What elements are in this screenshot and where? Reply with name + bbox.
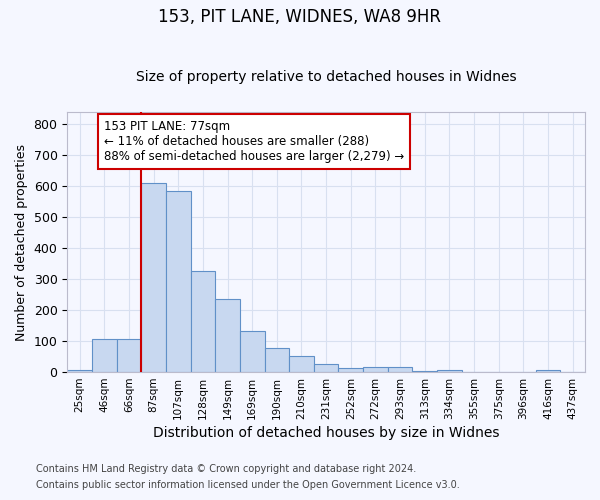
Bar xyxy=(388,367,412,372)
Bar xyxy=(536,370,560,372)
Text: Contains public sector information licensed under the Open Government Licence v3: Contains public sector information licen… xyxy=(36,480,460,490)
Bar xyxy=(92,339,116,372)
Bar xyxy=(240,331,265,372)
Y-axis label: Number of detached properties: Number of detached properties xyxy=(15,144,28,340)
Bar xyxy=(412,370,437,372)
Bar xyxy=(141,183,166,372)
X-axis label: Distribution of detached houses by size in Widnes: Distribution of detached houses by size … xyxy=(153,426,499,440)
Text: 153, PIT LANE, WIDNES, WA8 9HR: 153, PIT LANE, WIDNES, WA8 9HR xyxy=(158,8,442,26)
Bar xyxy=(166,191,191,372)
Title: Size of property relative to detached houses in Widnes: Size of property relative to detached ho… xyxy=(136,70,517,85)
Bar xyxy=(437,370,462,372)
Bar xyxy=(67,370,92,372)
Text: 153 PIT LANE: 77sqm
← 11% of detached houses are smaller (288)
88% of semi-detac: 153 PIT LANE: 77sqm ← 11% of detached ho… xyxy=(104,120,404,163)
Bar xyxy=(265,348,289,372)
Bar xyxy=(363,367,388,372)
Bar xyxy=(191,271,215,372)
Bar xyxy=(314,364,338,372)
Bar xyxy=(338,368,363,372)
Bar xyxy=(116,339,141,372)
Bar xyxy=(289,356,314,372)
Bar xyxy=(215,298,240,372)
Text: Contains HM Land Registry data © Crown copyright and database right 2024.: Contains HM Land Registry data © Crown c… xyxy=(36,464,416,474)
